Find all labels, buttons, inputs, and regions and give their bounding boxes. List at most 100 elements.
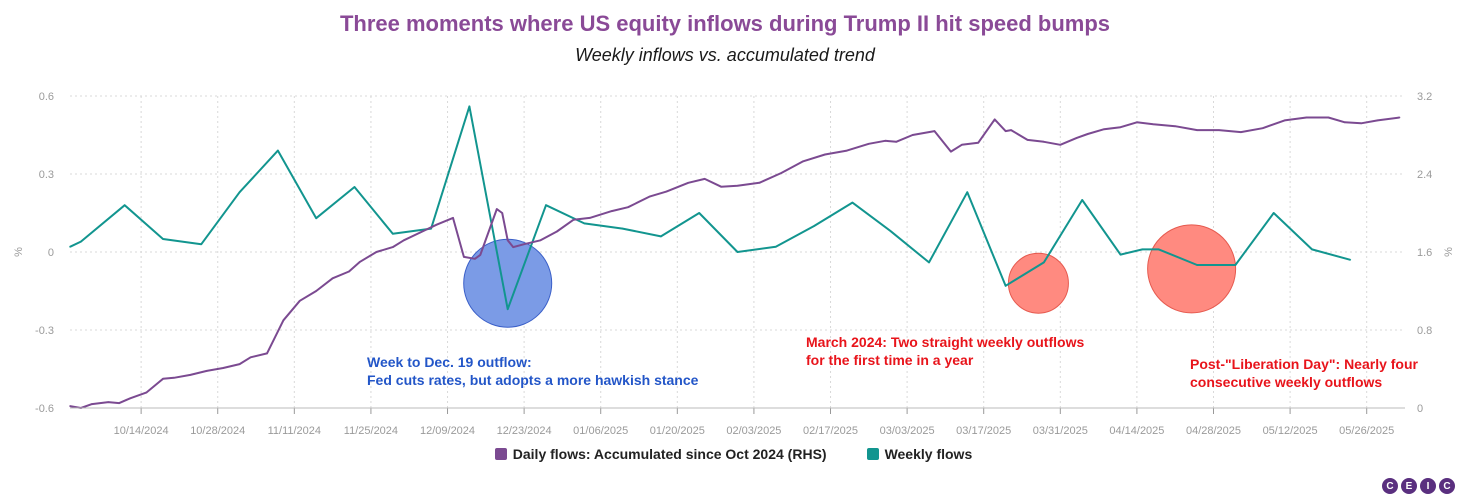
point-weekly: [200, 243, 203, 245]
point-accumulated: [1010, 129, 1012, 131]
x-tick-label: 04/28/2025: [1186, 425, 1241, 437]
point-weekly: [238, 191, 241, 193]
point-weekly: [545, 204, 547, 206]
point-weekly: [69, 246, 71, 248]
point-weekly: [162, 238, 164, 240]
annotation-dec: Week to Dec. 19 outflow: Fed cuts rates,…: [367, 353, 698, 389]
point-accumulated: [463, 256, 465, 258]
point-accumulated: [222, 367, 224, 369]
annotation-dec-line1: Week to Dec. 19 outflow:: [367, 354, 532, 370]
point-weekly: [392, 233, 394, 235]
point-accumulated: [238, 363, 241, 365]
point-accumulated: [977, 142, 980, 144]
point-accumulated: [950, 150, 952, 153]
legend-swatch-weekly: [866, 448, 879, 460]
point-accumulated: [588, 217, 591, 219]
point-accumulated: [298, 299, 301, 302]
annotation-liberation-line2: consecutive weekly outflows: [1190, 374, 1383, 390]
point-accumulated: [91, 403, 93, 405]
point-accumulated: [348, 270, 350, 273]
point-accumulated: [145, 391, 148, 394]
point-accumulated: [392, 246, 394, 248]
point-accumulated: [911, 134, 914, 136]
point-weekly: [1196, 264, 1198, 266]
point-accumulated: [802, 160, 804, 163]
point-weekly: [1119, 253, 1122, 256]
point-weekly: [1043, 261, 1045, 264]
point-accumulated: [780, 172, 783, 174]
y-right-tick-label: 2.4: [1417, 169, 1432, 181]
logo-letter: I: [1420, 478, 1436, 494]
point-accumulated: [435, 223, 438, 226]
y-right-axis-label: %: [1443, 247, 1455, 257]
point-weekly: [1234, 264, 1237, 266]
point-weekly: [660, 235, 662, 238]
point-weekly: [774, 246, 777, 248]
point-accumulated: [523, 243, 525, 245]
y-right-tick-label: 3.2: [1417, 91, 1432, 103]
point-accumulated: [1152, 123, 1155, 126]
annotation-liberation-line1: Post-"Liberation Day": Nearly four: [1190, 356, 1418, 372]
x-tick-label: 11/25/2024: [344, 425, 398, 437]
annotation-liberation: Post-"Liberation Day": Nearly four conse…: [1190, 355, 1418, 391]
point-weekly: [583, 222, 586, 225]
y-left-tick-label: -0.6: [35, 403, 54, 415]
point-accumulated: [720, 185, 722, 188]
point-accumulated: [1103, 128, 1105, 130]
annotation-march-line2: for the first time in a year: [806, 352, 974, 368]
highlight-circle-dec: [463, 238, 553, 328]
y-left-tick-label: 0.6: [39, 91, 54, 103]
point-accumulated: [129, 397, 131, 400]
y-left-axis-label: %: [13, 247, 25, 257]
point-accumulated: [556, 230, 558, 233]
x-tick-label: 02/17/2025: [803, 425, 858, 437]
point-accumulated: [758, 181, 761, 184]
point-accumulated: [868, 142, 870, 145]
point-accumulated: [331, 277, 334, 280]
point-accumulated: [1261, 127, 1264, 129]
point-accumulated: [1136, 121, 1138, 124]
point-accumulated: [1360, 122, 1363, 125]
point-accumulated: [824, 153, 826, 156]
legend-item-weekly[interactable]: Weekly flows: [866, 446, 972, 462]
point-weekly: [353, 186, 356, 188]
point-weekly: [1157, 248, 1160, 251]
point-weekly: [621, 227, 624, 230]
point-weekly: [1081, 199, 1083, 201]
ceic-logo: C E I C: [1382, 478, 1455, 494]
point-accumulated: [282, 319, 285, 322]
point-accumulated: [495, 208, 498, 210]
point-weekly: [928, 261, 930, 264]
point-weekly: [736, 251, 739, 253]
axes: 0.6 0.3 0 -0.3 -0.6 3.2 2.4 1.6 0.8 0 10/14/2024 10…: [13, 91, 1455, 437]
x-tick-label: 04/14/2025: [1109, 425, 1164, 437]
point-accumulated: [1240, 131, 1242, 133]
x-tick-label: 03/17/2025: [956, 425, 1011, 437]
point-accumulated: [315, 290, 318, 292]
point-accumulated: [1059, 143, 1062, 146]
legend-item-accumulated[interactable]: Daily flows: Accumulated since Oct 2024 …: [494, 446, 827, 462]
chart-subtitle: Weekly inflows vs. accumulated trend: [575, 45, 875, 65]
point-accumulated: [512, 246, 514, 248]
logo-letter: C: [1439, 478, 1455, 494]
point-weekly: [123, 204, 126, 206]
highlight-circles: [463, 224, 1237, 328]
x-tick-label: 01/20/2025: [650, 425, 705, 437]
annotation-dec-line2: Fed cuts rates, but adopts a more hawkis…: [367, 372, 699, 388]
x-tick-label: 05/12/2025: [1263, 425, 1318, 437]
point-accumulated: [249, 356, 252, 359]
point-accumulated: [1196, 129, 1198, 131]
point-accumulated: [1218, 129, 1220, 131]
point-accumulated: [375, 251, 378, 253]
point-accumulated: [895, 141, 897, 143]
logo-letter: E: [1401, 478, 1417, 494]
point-accumulated: [69, 405, 71, 407]
annotation-march: March 2024: Two straight weekly outflows…: [806, 333, 1084, 369]
point-accumulated: [884, 140, 887, 142]
point-accumulated: [501, 212, 504, 214]
point-accumulated: [474, 258, 476, 260]
point-accumulated: [1026, 139, 1029, 141]
y-left-tick-label: -0.3: [35, 325, 54, 337]
point-accumulated: [1086, 133, 1089, 135]
